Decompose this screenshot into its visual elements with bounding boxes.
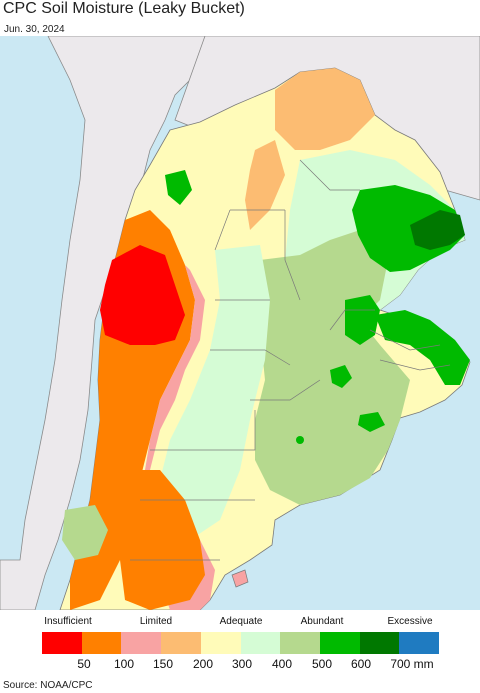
legend-swatch-9	[359, 632, 400, 654]
legend-tick-50: 50	[77, 657, 91, 671]
excessive-zone	[410, 210, 465, 250]
wet-small-2	[358, 412, 385, 432]
legend-tick-100: 100	[113, 657, 135, 671]
legend-label-insufficient: Insufficient	[44, 616, 92, 627]
wet-small-1	[330, 365, 352, 388]
map-date: Jun. 30, 2024	[4, 24, 65, 35]
abundant-south-patch	[62, 505, 108, 560]
admin-borders	[130, 159, 451, 561]
island-tierra	[231, 569, 249, 588]
legend-swatch-7	[280, 632, 320, 654]
wet-entre-rios	[345, 295, 380, 345]
wet-paraguay-east	[352, 185, 465, 272]
legend-swatch-3	[121, 632, 162, 654]
legend-tick-600: 600	[350, 657, 372, 671]
legend-label-excessive: Excessive	[387, 616, 433, 627]
legend-swatch-2	[81, 632, 122, 654]
dry-north-patch	[275, 68, 375, 150]
legend-color-bar	[42, 632, 440, 654]
legend-tick-300: 300	[231, 657, 253, 671]
legend-label-abundant: Abundant	[300, 616, 344, 627]
map-title: CPC Soil Moisture (Leaky Bucket)	[3, 0, 245, 17]
legend-tick-500: 500	[311, 657, 333, 671]
wet-dot-pampas	[296, 436, 304, 444]
soil-moisture-map	[0, 36, 480, 610]
legend-swatch-4	[161, 632, 201, 654]
light-green-central	[160, 245, 270, 540]
south-limited-patch	[118, 470, 205, 610]
insufficient-zone	[100, 245, 185, 345]
legend-swatch-5	[200, 632, 241, 654]
legend-label-limited: Limited	[139, 616, 173, 627]
legend-tick-400: 400	[271, 657, 293, 671]
legend-swatch-1	[42, 632, 82, 654]
legend-tick-200: 200	[192, 657, 214, 671]
source-credit: Source: NOAA/CPC	[3, 680, 93, 691]
legend-swatch-10	[399, 632, 440, 654]
wet-nw-patch	[165, 170, 192, 205]
legend-swatch-8	[319, 632, 360, 654]
legend-swatch-6	[240, 632, 281, 654]
wet-uruguay-north	[375, 310, 470, 385]
legend-tick-700: 700 mm	[390, 657, 434, 671]
legend-label-adequate: Adequate	[219, 616, 263, 627]
dry-strip-central	[245, 140, 285, 230]
legend-tick-150: 150	[152, 657, 174, 671]
chile-land	[0, 36, 206, 610]
